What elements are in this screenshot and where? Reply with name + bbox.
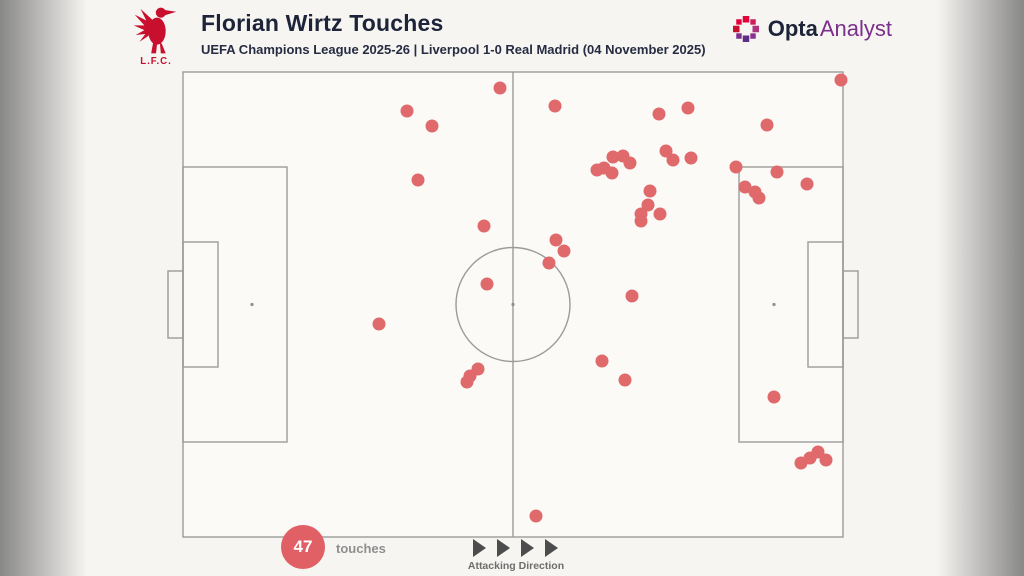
opta-wordmark: Opta xyxy=(767,16,818,41)
attacking-direction-label: Attacking Direction xyxy=(467,560,565,572)
touch-dot xyxy=(463,369,477,383)
touch-dot xyxy=(480,277,494,291)
touch-dot xyxy=(748,185,762,199)
centre-circle xyxy=(455,246,571,363)
left-goal xyxy=(167,270,184,339)
touch-dot xyxy=(659,144,673,158)
crest-caption: L.F.C. xyxy=(140,56,172,66)
touch-dot xyxy=(634,207,648,221)
touch-dot xyxy=(767,390,781,404)
touch-dot xyxy=(760,118,774,132)
page-subtitle: UEFA Champions League 2025-26 | Liverpoo… xyxy=(201,42,706,57)
touch-dot xyxy=(729,160,743,174)
touch-dot xyxy=(605,166,619,180)
touch-dot xyxy=(666,153,680,167)
touch-dot xyxy=(411,173,425,187)
touch-count: 47 xyxy=(293,537,313,556)
touch-dot xyxy=(372,317,386,331)
touch-dot xyxy=(606,150,620,164)
touch-dot xyxy=(738,180,752,194)
touch-count-badge: 47 xyxy=(281,525,325,569)
touch-dot xyxy=(548,99,562,113)
analyst-wordmark: Analyst xyxy=(819,16,892,41)
touch-dot xyxy=(800,177,814,191)
left-penalty-spot xyxy=(250,302,254,307)
touches-label: touches xyxy=(336,541,386,556)
touch-dot xyxy=(595,354,609,368)
touch-dot xyxy=(819,453,833,467)
right-penalty-spot xyxy=(772,302,776,307)
attacking-direction-arrows xyxy=(473,539,558,557)
touch-dot xyxy=(425,119,439,133)
touch-dot xyxy=(549,233,563,247)
arrow-right-icon xyxy=(545,539,558,557)
liver-bird-icon: L.F.C. xyxy=(133,7,177,67)
pitch-spots xyxy=(250,302,776,307)
title-block: Florian Wirtz Touches UEFA Champions Lea… xyxy=(201,4,706,57)
touch-dot xyxy=(529,509,543,523)
page-title: Florian Wirtz Touches xyxy=(201,10,444,36)
opta-pixel-icon xyxy=(732,16,759,42)
touch-dots-layer xyxy=(372,73,848,523)
touch-dot xyxy=(616,149,630,163)
touch-dot xyxy=(625,289,639,303)
header: L.F.C. Florian Wirtz Touches UEFA Champi… xyxy=(127,4,706,71)
touch-dot xyxy=(684,151,698,165)
opta-analyst-logo: OptaAnalyst xyxy=(732,16,892,42)
touch-dot xyxy=(557,244,571,258)
touch-dot xyxy=(542,256,556,270)
arrow-right-icon xyxy=(497,539,510,557)
arrow-right-icon xyxy=(521,539,534,557)
touch-dot xyxy=(493,81,507,95)
touch-dot xyxy=(681,101,695,115)
liverpool-crest: L.F.C. xyxy=(127,4,185,71)
right-goal xyxy=(842,270,859,339)
arrow-right-icon xyxy=(473,539,486,557)
centre-spot xyxy=(511,302,515,307)
touch-dot xyxy=(618,373,632,387)
touch-dot xyxy=(653,207,667,221)
touch-dot xyxy=(641,198,655,212)
touch-dot xyxy=(400,104,414,118)
touch-dot xyxy=(834,73,848,87)
touch-dot xyxy=(803,451,817,465)
touch-dot xyxy=(643,184,657,198)
touch-dot xyxy=(770,165,784,179)
touch-dot xyxy=(477,219,491,233)
touch-dot xyxy=(652,107,666,121)
